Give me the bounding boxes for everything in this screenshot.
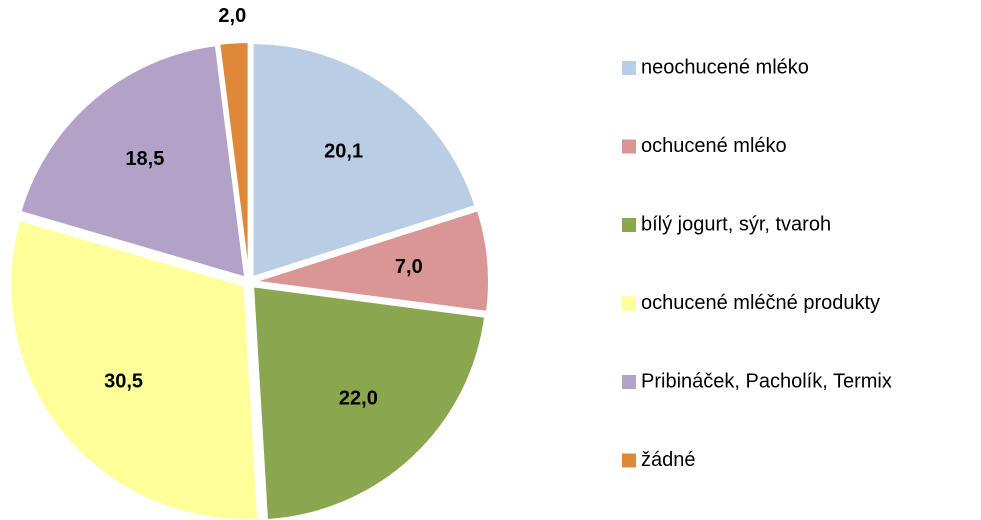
legend-label: neochucené mléko xyxy=(641,56,809,78)
legend-label: ochucené mléčné produkty xyxy=(641,292,880,314)
data-label: 7,0 xyxy=(395,256,423,278)
legend-swatch xyxy=(622,296,636,311)
data-label: 20,1 xyxy=(324,141,363,163)
legend-swatch xyxy=(622,453,636,468)
legend-label: bílý jogurt, sýr, tvaroh xyxy=(641,213,831,235)
pie-slice xyxy=(251,42,477,279)
data-label: 30,5 xyxy=(104,370,143,392)
pie-slice xyxy=(252,285,487,520)
legend-swatch xyxy=(622,375,636,389)
pie-slice xyxy=(218,41,250,277)
legend-swatch xyxy=(622,139,636,154)
legend-label: Pribináček, Pacholík, Termix xyxy=(641,370,892,392)
legend-label: žádné xyxy=(641,449,696,471)
legend-label: ochucené mléko xyxy=(641,135,787,157)
pie-slice xyxy=(254,209,490,313)
legend-swatch xyxy=(622,61,636,75)
pie-slice xyxy=(9,218,260,520)
data-label: 22,0 xyxy=(339,388,378,410)
data-label: 18,5 xyxy=(125,148,164,170)
legend-swatch xyxy=(622,218,636,232)
pie-slice xyxy=(19,44,247,279)
data-label: 2,0 xyxy=(218,5,246,27)
